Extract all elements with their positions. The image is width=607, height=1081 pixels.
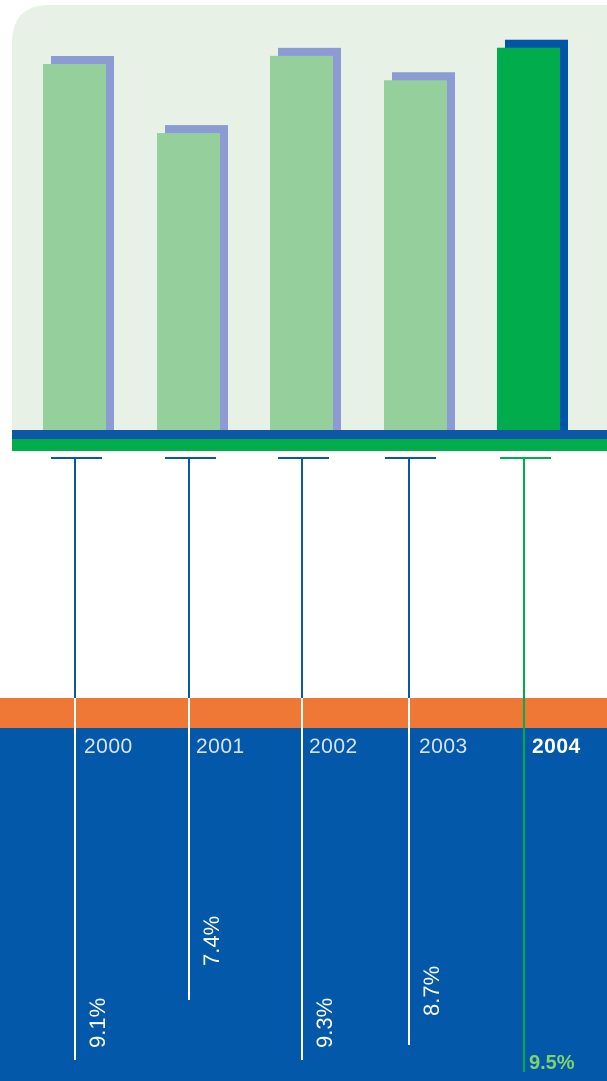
x-tick-label-2000: 2000	[84, 735, 133, 758]
baseline-blue	[12, 430, 607, 439]
data-label-2003: 8.7%	[419, 965, 444, 1016]
data-label-2004: 9.5%	[529, 1052, 575, 1074]
baseline-green	[12, 439, 607, 451]
bar-2002	[270, 55, 333, 430]
bar-2000	[43, 63, 106, 431]
blue-band	[0, 728, 607, 1081]
x-tick-label-2001: 2001	[196, 735, 245, 758]
bar-2001	[157, 133, 220, 430]
data-label-2002: 9.3%	[312, 997, 337, 1048]
bar-2004	[497, 47, 560, 430]
x-tick-label-2002: 2002	[309, 735, 358, 758]
data-label-2000: 9.1%	[85, 997, 110, 1048]
x-tick-label-2003: 2003	[419, 735, 468, 758]
x-tick-label-2004: 2004	[532, 735, 581, 758]
data-label-2001: 7.4%	[199, 915, 224, 966]
orange-band	[0, 698, 607, 728]
bar-2003	[384, 80, 447, 431]
